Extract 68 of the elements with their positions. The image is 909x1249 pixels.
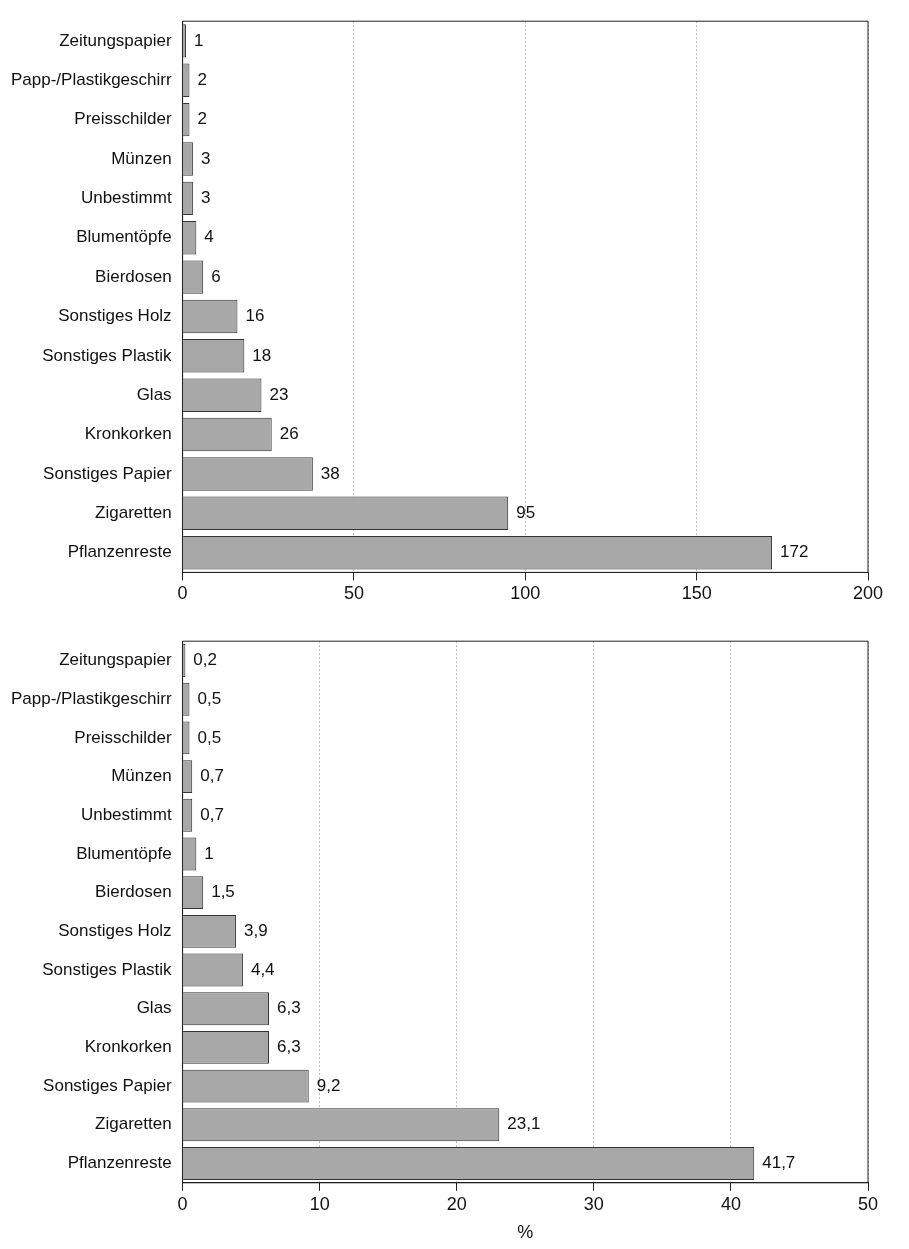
data-label: 9,2 — [316, 1075, 341, 1095]
data-label: 3 — [200, 188, 211, 208]
y-tick-label: Sonstiges Holz — [58, 306, 172, 326]
y-tick-label: Zeitungspapier — [59, 650, 172, 670]
data-label: 3,9 — [244, 921, 268, 941]
x-tick-label: 150 — [681, 583, 712, 604]
y-tick-label: Glas — [136, 384, 172, 404]
data-label: 4,4 — [250, 959, 275, 979]
x-tick-label: 0 — [177, 583, 188, 604]
y-tick-label: Papp-/Plastikgeschirr — [11, 69, 172, 89]
x-tick-label: 40 — [720, 1193, 741, 1214]
y-tick-label: Pflanzenreste — [67, 1153, 172, 1173]
y-tick-label: Preisschilder — [74, 727, 172, 747]
y-tick-label: Sonstiges Holz — [58, 921, 172, 941]
y-tick-label: Blumentöpfe — [76, 843, 172, 863]
y-tick-label: Sonstiges Papier — [43, 1075, 172, 1095]
y-tick-label: Blumentöpfe — [76, 227, 172, 247]
y-tick-label: Bierdosen — [95, 266, 172, 286]
x-tick-label: 50 — [343, 583, 364, 604]
data-label: 2 — [197, 109, 207, 129]
y-tick-label: Unbestimmt — [80, 188, 172, 208]
x-tick-label: 0 — [177, 1193, 188, 1214]
y-tick-label: Glas — [136, 998, 172, 1018]
data-label: 26 — [279, 424, 299, 444]
data-label: 1 — [194, 30, 204, 50]
data-label: 23,1 — [507, 1114, 541, 1134]
y-tick-label: Unbestimmt — [80, 804, 172, 824]
y-tick-label: Papp-/Plastikgeschirr — [11, 688, 172, 708]
data-label: 6 — [211, 266, 221, 286]
data-label: 23 — [269, 384, 289, 404]
data-label: 6,3 — [276, 1037, 301, 1057]
x-tick-label: 30 — [583, 1193, 604, 1214]
y-tick-label: Münzen — [111, 148, 172, 168]
x-tick-label: 200 — [852, 583, 884, 604]
data-label: 18 — [252, 345, 272, 365]
data-label: 172 — [780, 542, 809, 562]
y-tick-label: Sonstiges Plastik — [42, 345, 173, 365]
x-tick-label: 20 — [446, 1193, 467, 1214]
data-label: 41,7 — [762, 1153, 796, 1173]
x-axis-title: % — [517, 1222, 534, 1243]
data-label: 16 — [245, 306, 265, 326]
data-label: 3 — [200, 148, 211, 168]
data-label: 2 — [197, 69, 207, 89]
y-tick-label: Zigaretten — [95, 1114, 172, 1134]
data-label: 4 — [204, 227, 214, 247]
y-tick-label: Münzen — [111, 766, 172, 786]
x-tick-label: 50 — [857, 1193, 879, 1214]
x-tick-label: 10 — [309, 1193, 330, 1214]
y-tick-label: Zigaretten — [95, 503, 172, 523]
x-tick-label: 100 — [510, 583, 541, 604]
data-label: 6,3 — [276, 998, 301, 1018]
y-tick-label: Kronkorken — [84, 1037, 172, 1057]
y-tick-label: Bierdosen — [95, 882, 172, 902]
data-label: 38 — [320, 463, 340, 483]
data-label: 1,5 — [211, 882, 235, 902]
data-label: 0,5 — [197, 727, 222, 747]
data-label: 0,2 — [193, 650, 217, 670]
data-label: 1 — [204, 843, 214, 863]
y-tick-label: Sonstiges Papier — [43, 463, 172, 483]
data-label: 95 — [516, 503, 536, 523]
data-label: 0,7 — [200, 804, 224, 824]
y-tick-label: Preisschilder — [74, 109, 172, 129]
y-tick-label: Kronkorken — [84, 424, 172, 444]
y-tick-label: Sonstiges Plastik — [42, 959, 173, 979]
data-label: 0,5 — [197, 688, 222, 708]
y-tick-label: Pflanzenreste — [67, 542, 172, 562]
y-tick-label: Zeitungspapier — [59, 30, 172, 50]
data-label: 0,7 — [200, 766, 224, 786]
